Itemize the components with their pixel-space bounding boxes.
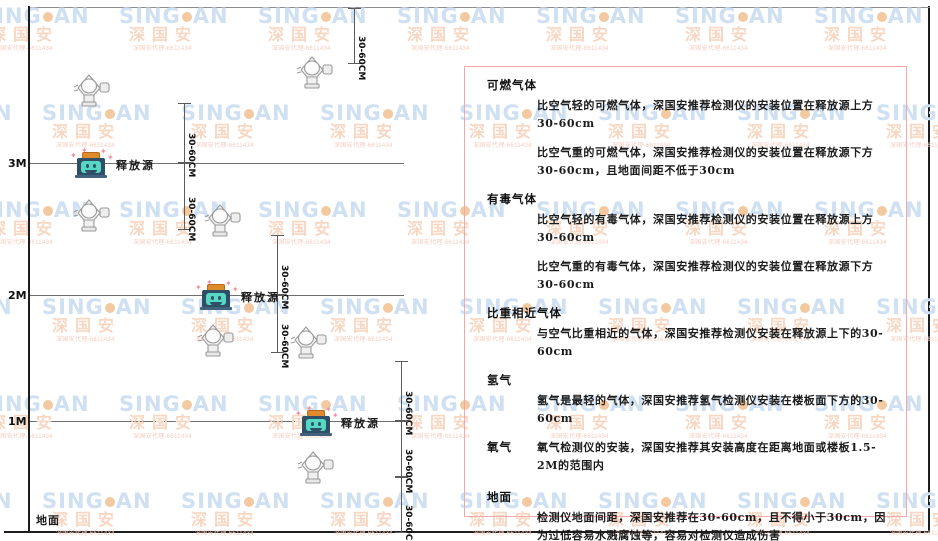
- section-body: 氧气检测仪的安装，深国安推荐其安装高度在距离地面或楼板1.5-2M的范围内: [537, 439, 892, 475]
- axis-label-2m: 2M: [8, 289, 27, 302]
- dimension-above-source-2m: 30-60CM: [268, 235, 308, 309]
- section-paragraph: 氢气是最轻的气体，深国安推荐氢气检测仪安装在楼板面下方的30-60cm: [537, 394, 884, 425]
- gas-detector-icon: [199, 198, 245, 238]
- release-source-label: 释放源: [116, 159, 155, 172]
- section-body: 检测仪地面间距，深国安推荐在30-60cm，且不得小于30cm，因为过低容易水溅…: [537, 509, 892, 541]
- section-paragraph: 氧气检测仪的安装，深国安推荐其安装高度在距离地面或楼板1.5-2M的范围内: [537, 441, 877, 472]
- section-combustible-gas: 可燃气体 比空气轻的可燃气体，深国安推荐检测仪的安装位置在释放源上方30-60c…: [479, 77, 892, 180]
- release-source-label: 释放源: [341, 417, 380, 430]
- ceiling-line: [28, 7, 930, 8]
- level-line-1m: [28, 421, 404, 422]
- dimension-above-source-3m: 30-60CM: [175, 103, 215, 177]
- section-similar-density-gas: 比重相近气体 与空气比重相近的气体，深国安推荐检测仪安装在释放源上下的30-60…: [479, 305, 892, 361]
- section-body: 比空气轻的有毒气体，深国安推荐检测仪的安装位置在释放源上方30-60cm 比空气…: [537, 211, 892, 294]
- gas-detector-icon: [68, 193, 114, 233]
- section-body: 氢气是最轻的气体，深国安推荐氢气检测仪安装在楼板面下方的30-60cm: [537, 392, 892, 428]
- release-source-icon: ✦ ✦ ✦ ✦: [295, 405, 339, 437]
- gas-detector-icon: [285, 320, 331, 360]
- section-title: 有毒气体: [487, 192, 537, 206]
- section-body: 比空气轻的可燃气体，深国安推荐检测仪的安装位置在释放源上方30-60cm 比空气…: [537, 97, 892, 180]
- section-title: 氧气: [487, 440, 512, 454]
- section-title: 地面: [487, 490, 512, 504]
- section-paragraph: 与空气比重相近的气体，深国安推荐检测仪安装在释放源上下的30-60cm: [537, 327, 884, 358]
- dimension-below-source-1m: 30-60CM: [392, 421, 432, 493]
- release-source-icon: ✦ ✦ ✦ ✦: [70, 147, 114, 179]
- vertical-axis: [28, 6, 30, 533]
- axis-label-1m: 1M: [8, 415, 27, 428]
- release-source-icon: ✦ ✦ ✦ ✦: [195, 279, 239, 311]
- section-title: 可燃气体: [487, 78, 537, 92]
- dimension-label: 30-60CM: [356, 36, 366, 81]
- section-hydrogen: 氢气 氢气是最轻的气体，深国安推荐氢气检测仪安装在楼板面下方的30-60cm: [479, 372, 892, 428]
- section-paragraph: 检测仪地面间距，深国安推荐在30-60cm，且不得小于30cm，因为过低容易水溅…: [537, 511, 886, 541]
- section-body: 与空气比重相近的气体，深国安推荐检测仪安装在释放源上下的30-60cm: [537, 325, 892, 361]
- installation-guidelines-panel: 可燃气体 比空气轻的可燃气体，深国安推荐检测仪的安装位置在释放源上方30-60c…: [464, 66, 907, 541]
- section-toxic-gas: 有毒气体 比空气轻的有毒气体，深国安推荐检测仪的安装位置在释放源上方30-60c…: [479, 191, 892, 294]
- level-line-3m: [28, 163, 404, 164]
- section-paragraph: 比空气轻的可燃气体，深国安推荐检测仪的安装位置在释放源上方30-60cm: [537, 99, 874, 130]
- dimension-detector-to-ground: 30-60CM: [392, 477, 432, 541]
- dimension-above-source-1m: 30-60CM: [392, 361, 432, 435]
- axis-label-3m: 3M: [8, 157, 27, 170]
- section-title: 氢气: [487, 373, 512, 387]
- ground-label: 地面: [36, 514, 60, 527]
- section-title: 比重相近气体: [487, 306, 562, 320]
- gas-detector-icon: [68, 68, 114, 108]
- section-paragraph: 比空气重的有毒气体，深国安推荐检测仪的安装位置在释放源下方30-60cm: [537, 260, 874, 291]
- section-ground: 地面 检测仪地面间距，深国安推荐在30-60cm，且不得小于30cm，因为过低容…: [479, 489, 892, 541]
- release-source-label: 释放源: [241, 291, 280, 304]
- dimension-label: 30-60CM: [403, 505, 413, 541]
- section-oxygen: 氧气 氧气检测仪的安装，深国安推荐其安装高度在距离地面或楼板1.5-2M的范围内: [479, 439, 892, 475]
- dimension-below-source-2m: 30-60CM: [268, 295, 308, 368]
- dimension-label: 30-60CM: [186, 196, 196, 241]
- section-paragraph: 比空气轻的有毒气体，深国安推荐检测仪的安装位置在释放源上方30-60cm: [537, 213, 874, 244]
- dimension-ceiling-to-detector: 30-60CM: [345, 8, 385, 80]
- gas-detector-icon: [292, 445, 338, 485]
- gas-detector-icon: [192, 318, 238, 358]
- section-paragraph: 比空气重的可燃气体，深国安推荐检测仪的安装位置在释放源下方30-60cm，且地面…: [537, 146, 874, 177]
- diagram-frame: [4, 6, 930, 533]
- gas-detector-icon: [291, 50, 337, 90]
- dimension-below-source-3m: 30-60CM: [175, 163, 215, 241]
